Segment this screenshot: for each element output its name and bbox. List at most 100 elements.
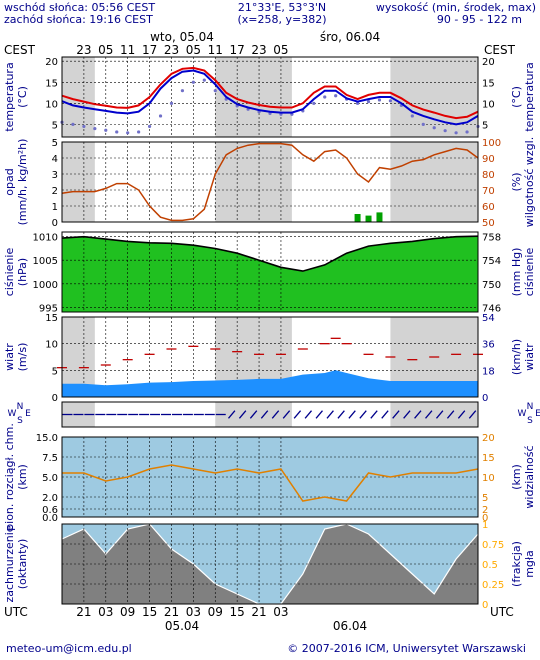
dewpoint-point <box>323 95 327 99</box>
top-tick-label: 05 <box>186 43 201 57</box>
compass-w: W <box>518 409 527 419</box>
date1-label: 05.04 <box>165 619 199 633</box>
top-tick-label: 11 <box>120 43 135 57</box>
bottom-tick-label: 21 <box>76 605 91 619</box>
tick-right: 746 <box>482 303 501 314</box>
tick-right: 10 <box>482 473 495 484</box>
wind-arrow <box>348 410 356 419</box>
panel-frame <box>61 141 479 223</box>
tick-right: 750 <box>482 280 501 291</box>
tick-right: 90 <box>482 154 495 165</box>
bottom-tick-label: 15 <box>230 605 245 619</box>
top-tick-label: 23 <box>251 43 266 57</box>
compass-n: N <box>527 402 534 412</box>
sunrise-text: wschód słońca: 05:56 CEST <box>4 1 155 14</box>
wind-arrow <box>337 410 345 419</box>
panel-frame <box>61 231 479 313</box>
wind-arrow <box>227 410 236 419</box>
precip-bar <box>365 215 372 222</box>
footer-email[interactable]: meteo-um@icm.edu.pl <box>6 642 132 655</box>
dewpoint-point <box>126 131 130 135</box>
wind-arrow <box>304 410 313 419</box>
tick-right: 754 <box>482 256 501 267</box>
right-label: widzialność <box>523 445 536 508</box>
dewpoint-point <box>366 100 371 104</box>
tick-right: 0 <box>482 393 488 404</box>
left-label: zachmurzenie <box>3 525 16 602</box>
dewpoint-point <box>377 98 382 102</box>
tick-left: 0 <box>52 218 58 229</box>
left-label: pion. rozciągł. chm. <box>3 423 16 531</box>
left-label: temperatura <box>3 62 16 131</box>
tick-right: 20 <box>482 57 495 68</box>
tick-left: 1005 <box>33 256 58 267</box>
compass-e: E <box>25 409 31 419</box>
dewpoint-point <box>465 130 469 134</box>
grid-text: (x=258, y=382) <box>237 13 326 26</box>
tick-left: 5 <box>52 366 58 377</box>
bottom-tick-label: 21 <box>251 605 266 619</box>
wind-arrow <box>293 410 302 419</box>
bottom-tick-label: 03 <box>98 605 113 619</box>
tick-right: 0.75 <box>482 540 504 551</box>
temperature-min-line <box>61 69 479 126</box>
right-unit: (mm Hg) <box>510 248 523 297</box>
tick-right: 0.5 <box>482 560 498 571</box>
tick-right: 5 <box>482 120 488 131</box>
tick-left: 7.5 <box>42 453 58 464</box>
precip-bar <box>376 212 383 222</box>
tick-left: 4 <box>52 154 58 165</box>
temperature-line <box>61 66 479 120</box>
dewpoint-point <box>443 129 447 133</box>
wind-arrow <box>249 410 258 419</box>
bottom-tick-label: 21 <box>164 605 179 619</box>
left-unit: (km) <box>16 464 29 490</box>
tick-left: 10 <box>45 340 58 351</box>
bottom-tick-label: 09 <box>120 605 135 619</box>
dewpoint-point <box>388 99 393 103</box>
tick-right: 60 <box>482 202 495 213</box>
coords-text: 21°33'E, 53°3'N <box>238 1 326 14</box>
tick-left: 5.0 <box>42 473 58 484</box>
clouds-panel: 1 0.75 0.5 0.25 0 zachmurzenie (oktanty) (frakc… <box>3 520 536 611</box>
tick-right: 1 <box>482 520 488 531</box>
dewpoint-point <box>213 89 217 93</box>
bottom-tick-label: 09 <box>208 605 223 619</box>
wind-arrow <box>238 410 247 419</box>
elevation-label: wysokość (min, środek, max) <box>376 1 536 14</box>
night-band <box>390 142 478 222</box>
tick-right: 15 <box>482 453 495 464</box>
dewpoint-point <box>334 94 338 98</box>
dewpoint-point <box>432 126 436 130</box>
right-label: wilgotność wzgl. <box>523 137 536 227</box>
wind-arrow <box>260 410 269 419</box>
date2-label: 06.04 <box>333 619 367 633</box>
wind-arrow <box>403 410 411 419</box>
tick-right: 54 <box>482 313 495 324</box>
elevation-values: 90 - 95 - 122 m <box>437 13 522 26</box>
visibility-line <box>62 464 479 502</box>
tick-right: 50 <box>482 218 495 229</box>
left-label: ciśnienie <box>3 248 16 297</box>
wind-arrow <box>271 410 280 419</box>
compass-w: W <box>8 409 17 419</box>
night-band <box>215 142 292 222</box>
dewpoint-point <box>115 130 119 134</box>
compass-s: S <box>17 416 23 426</box>
tick-left: 1010 <box>33 233 58 244</box>
compass-s: S <box>527 416 533 426</box>
tick-right: 5 <box>482 493 488 504</box>
dewpoint-point <box>191 80 195 84</box>
top-tick-label: 05 <box>98 43 113 57</box>
bottom-tick-label: 03 <box>273 605 288 619</box>
wind-arrow <box>359 410 367 419</box>
dewpoint-point <box>82 124 86 129</box>
tz-top-right: CEST <box>484 43 516 57</box>
top-tick-label: 11 <box>208 43 223 57</box>
dewpoint-point <box>169 101 174 105</box>
dewpoint-point <box>180 89 185 93</box>
tick-left: 1 <box>52 202 58 213</box>
